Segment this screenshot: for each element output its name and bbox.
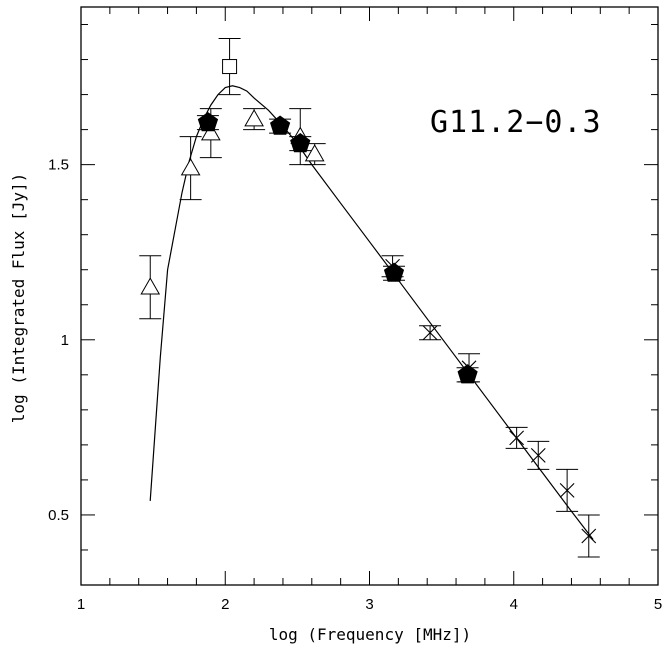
x-tick-label: 1 bbox=[77, 596, 85, 613]
cross-marker bbox=[581, 528, 597, 544]
data-point bbox=[218, 38, 241, 96]
triangle-marker bbox=[244, 109, 264, 127]
x-tick-label: 5 bbox=[654, 596, 662, 613]
cross-marker bbox=[422, 325, 438, 341]
data-point bbox=[458, 353, 481, 383]
data-point bbox=[199, 108, 222, 159]
triangle-marker bbox=[140, 277, 161, 295]
data-point bbox=[179, 136, 202, 201]
pentagon-marker bbox=[457, 364, 478, 384]
series-triangle bbox=[139, 108, 326, 320]
y-tick-label: 1 bbox=[61, 332, 69, 349]
data-point bbox=[419, 325, 442, 341]
triangle-marker bbox=[180, 158, 201, 176]
cross-marker bbox=[509, 430, 525, 446]
cross-marker bbox=[461, 360, 477, 376]
data-point bbox=[243, 108, 266, 131]
y-tick-label: 1.5 bbox=[48, 157, 69, 174]
x-tick-label: 2 bbox=[221, 596, 229, 613]
plot-frame bbox=[80, 6, 659, 586]
data-point bbox=[139, 255, 162, 320]
data-point bbox=[556, 468, 579, 512]
y-tick-label: 0.5 bbox=[48, 507, 69, 524]
pentagon-marker bbox=[197, 111, 219, 132]
source-annotation: G11.2−0.3 bbox=[430, 105, 602, 140]
triangle-marker bbox=[304, 144, 325, 162]
cross-marker bbox=[530, 447, 546, 463]
data-point bbox=[269, 115, 292, 135]
data-point bbox=[527, 440, 550, 470]
data-point bbox=[196, 111, 219, 132]
x-tick-label: 3 bbox=[365, 596, 373, 613]
series-cross bbox=[381, 255, 600, 558]
data-point bbox=[381, 255, 404, 278]
pentagon-marker bbox=[290, 132, 311, 153]
x-axis-label: log (Frequency [MHz]) bbox=[269, 625, 471, 644]
data-point bbox=[289, 132, 312, 153]
data-point bbox=[577, 514, 600, 558]
cross-marker bbox=[385, 258, 400, 274]
series-filled-pentagon bbox=[196, 111, 479, 384]
series-square bbox=[218, 38, 241, 96]
cross-marker bbox=[559, 483, 575, 498]
fit-curve bbox=[149, 85, 594, 540]
pentagon-marker bbox=[270, 115, 291, 135]
data-point bbox=[505, 426, 528, 449]
square-marker bbox=[222, 59, 238, 75]
x-tick-label: 4 bbox=[510, 596, 518, 613]
triangle-marker bbox=[200, 123, 221, 141]
y-axis-label: log (Integrated Flux [Jy]) bbox=[9, 173, 28, 423]
